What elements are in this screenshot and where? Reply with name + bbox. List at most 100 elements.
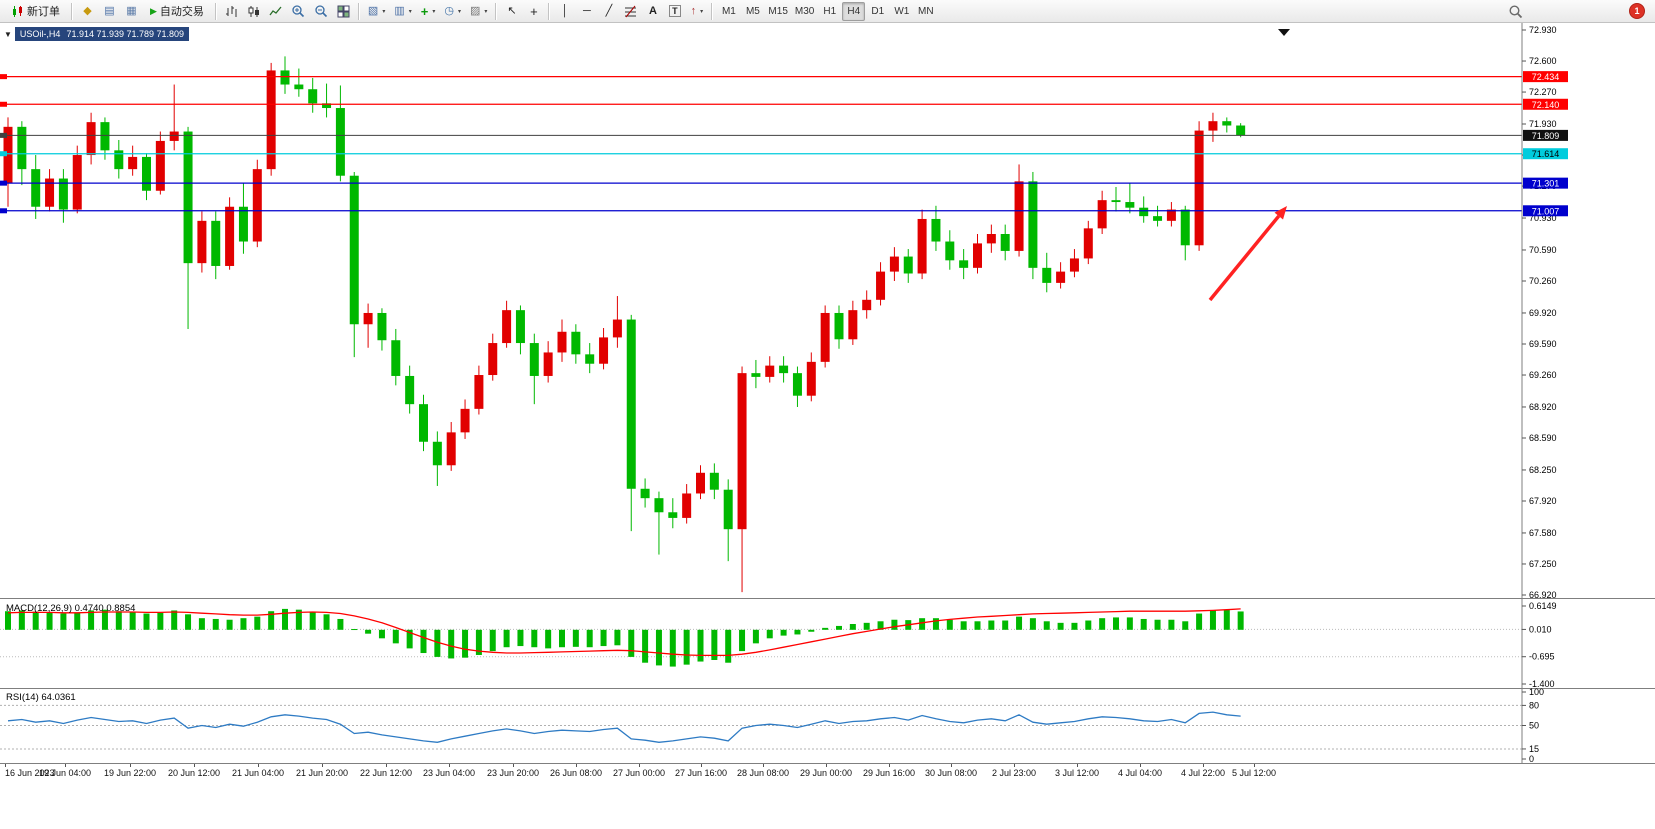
zoom-out-icon [315,5,327,18]
chart-area: 72.93072.60072.27071.93071.60071.27070.9… [0,23,1655,829]
main-chart-canvas[interactable]: 72.93072.60072.27071.93071.60071.27070.9… [0,23,1655,598]
time-axis-label: 21 Jun 20:00 [295,768,349,778]
svg-text:68.920: 68.920 [1529,402,1557,412]
svg-text:72.270: 72.270 [1529,87,1557,97]
time-axis-label: 23 Jun 20:00 [486,768,540,778]
clock-icon: ◷ [444,4,454,17]
time-axis-label: 2 Jul 23:00 [991,768,1037,778]
periods-button[interactable]: ◷ ▾ [440,2,465,21]
new-order-label: 新订单 [27,6,60,18]
time-axis-tick [1254,764,1255,767]
caret-icon: ▾ [457,8,461,15]
time-axis-tick [1140,764,1141,767]
caret-icon: ▾ [382,8,386,15]
svg-text:71.614: 71.614 [1532,149,1560,159]
timeframe-M5[interactable]: M5 [741,2,764,21]
svg-text:67.920: 67.920 [1529,496,1557,506]
macd-panel-canvas[interactable]: 0.6149 0.010 -0.695 -1.400 MACD(12,26,9) 0.4… [0,598,1655,688]
fibonacci-button[interactable] [620,2,641,21]
auto-trading-button[interactable]: ▶ 自动交易 [143,2,211,21]
time-axis-tick [65,764,66,767]
time-axis-tick [258,764,259,767]
svg-text:68.590: 68.590 [1529,433,1557,443]
timeframe-M30[interactable]: M30 [792,2,817,21]
svg-text:15: 15 [1529,744,1539,754]
svg-text:100: 100 [1529,688,1544,697]
caret-icon: ▾ [432,8,436,15]
time-axis-tick [889,764,890,767]
profiles-button[interactable]: ▥ ▾ [390,2,415,21]
time-axis-tick [763,764,764,767]
timeframe-M1[interactable]: M1 [717,2,740,21]
line-chart-button[interactable] [265,2,286,21]
toolbar-separator [495,2,498,20]
caret-icon: ▾ [408,8,412,15]
time-axis-label: 28 Jun 08:00 [736,768,790,778]
new-chart-button[interactable]: ▧ ▾ [364,2,389,21]
time-axis-label: 26 Jun 08:00 [549,768,603,778]
time-axis-label: 3 Jul 12:00 [1054,768,1100,778]
timeframe-MN[interactable]: MN [914,2,937,21]
time-axis-label: 29 Jun 16:00 [862,768,916,778]
timeframe-H1[interactable]: H1 [818,2,841,21]
svg-text:0.6149: 0.6149 [1529,601,1557,611]
horizontal-line-icon: ─ [583,4,591,17]
timeframe-D1[interactable]: D1 [866,2,889,21]
text-label-tool-button[interactable]: T [664,2,685,21]
search-icon [1509,4,1523,18]
timeframe-M15[interactable]: M15 [765,2,790,21]
time-axis-tick [322,764,323,767]
time-axis-tick [513,764,514,767]
new-order-icon [13,5,22,17]
templates-button[interactable]: ▨ ▾ [466,2,491,21]
text-tool-button[interactable]: A [642,2,663,21]
vertical-line-button[interactable]: │ [554,2,575,21]
time-axis-label: 5 Jul 12:00 [1231,768,1277,778]
notification-count: 1 [1634,6,1640,16]
terminal-button[interactable]: ▦ [121,2,142,21]
template-icon: ▨ [470,4,481,17]
crosshair-button[interactable]: + [523,2,544,21]
bar-chart-button[interactable] [221,2,242,21]
svg-text:67.580: 67.580 [1529,528,1557,538]
terminal-icon: ▦ [126,4,137,17]
notification-badge[interactable]: 1 [1629,3,1645,19]
vertical-line-icon: │ [561,4,569,17]
toolbar-separator [711,2,714,20]
timeframe-group: M1 M5 M15 M30 H1 H4 D1 W1 MN [717,1,937,21]
svg-text:-0.695: -0.695 [1529,652,1555,662]
timeframe-H4[interactable]: H4 [842,1,866,21]
cursor-icon: ↖ [507,4,517,17]
time-axis-label: 4 Jul 22:00 [1180,768,1226,778]
time-axis-label: 16 Jun 2023 [5,768,55,778]
arrows-tool-button[interactable]: ↑ ▾ [686,2,707,21]
add-indicator-button[interactable]: + ▾ [417,2,440,21]
time-axis-label: 4 Jul 04:00 [1117,768,1163,778]
timeframe-W1[interactable]: W1 [890,2,913,21]
one-click-trading-toggle[interactable]: ▼ [4,29,12,39]
market-watch-button[interactable]: ◆ [77,2,98,21]
svg-text:71.301: 71.301 [1532,179,1560,189]
time-axis-tick [951,764,952,767]
rsi-panel-canvas[interactable]: 100 80 50 150 RSI(14) 64.0361 [0,688,1655,763]
zoom-in-icon [292,5,304,18]
svg-text:71.930: 71.930 [1529,119,1557,129]
time-axis-label: 21 Jun 04:00 [231,768,285,778]
search-button[interactable] [1504,2,1527,21]
zoom-out-button[interactable] [310,2,332,21]
arrow-tool-icon: ↑ [690,4,697,17]
candlestick-chart-button[interactable] [243,2,264,21]
toolbar-separator [548,2,551,20]
new-order-button[interactable]: 新订单 [4,2,67,21]
svg-text:69.920: 69.920 [1529,308,1557,318]
horizontal-line-button[interactable]: ─ [576,2,597,21]
time-axis[interactable]: 16 Jun 2023 19 Jun 04:00 19 Jun 22:00 20 Ju… [0,763,1655,782]
cursor-button[interactable]: ↖ [501,2,522,21]
zoom-in-button[interactable] [287,2,309,21]
trendline-button[interactable]: ╱ [598,2,619,21]
navigator-button[interactable]: ▤ [99,2,120,21]
line-chart-icon [269,6,282,15]
time-axis-label: 27 Jun 00:00 [612,768,666,778]
tile-windows-button[interactable] [333,2,354,21]
time-axis-tick [449,764,450,767]
